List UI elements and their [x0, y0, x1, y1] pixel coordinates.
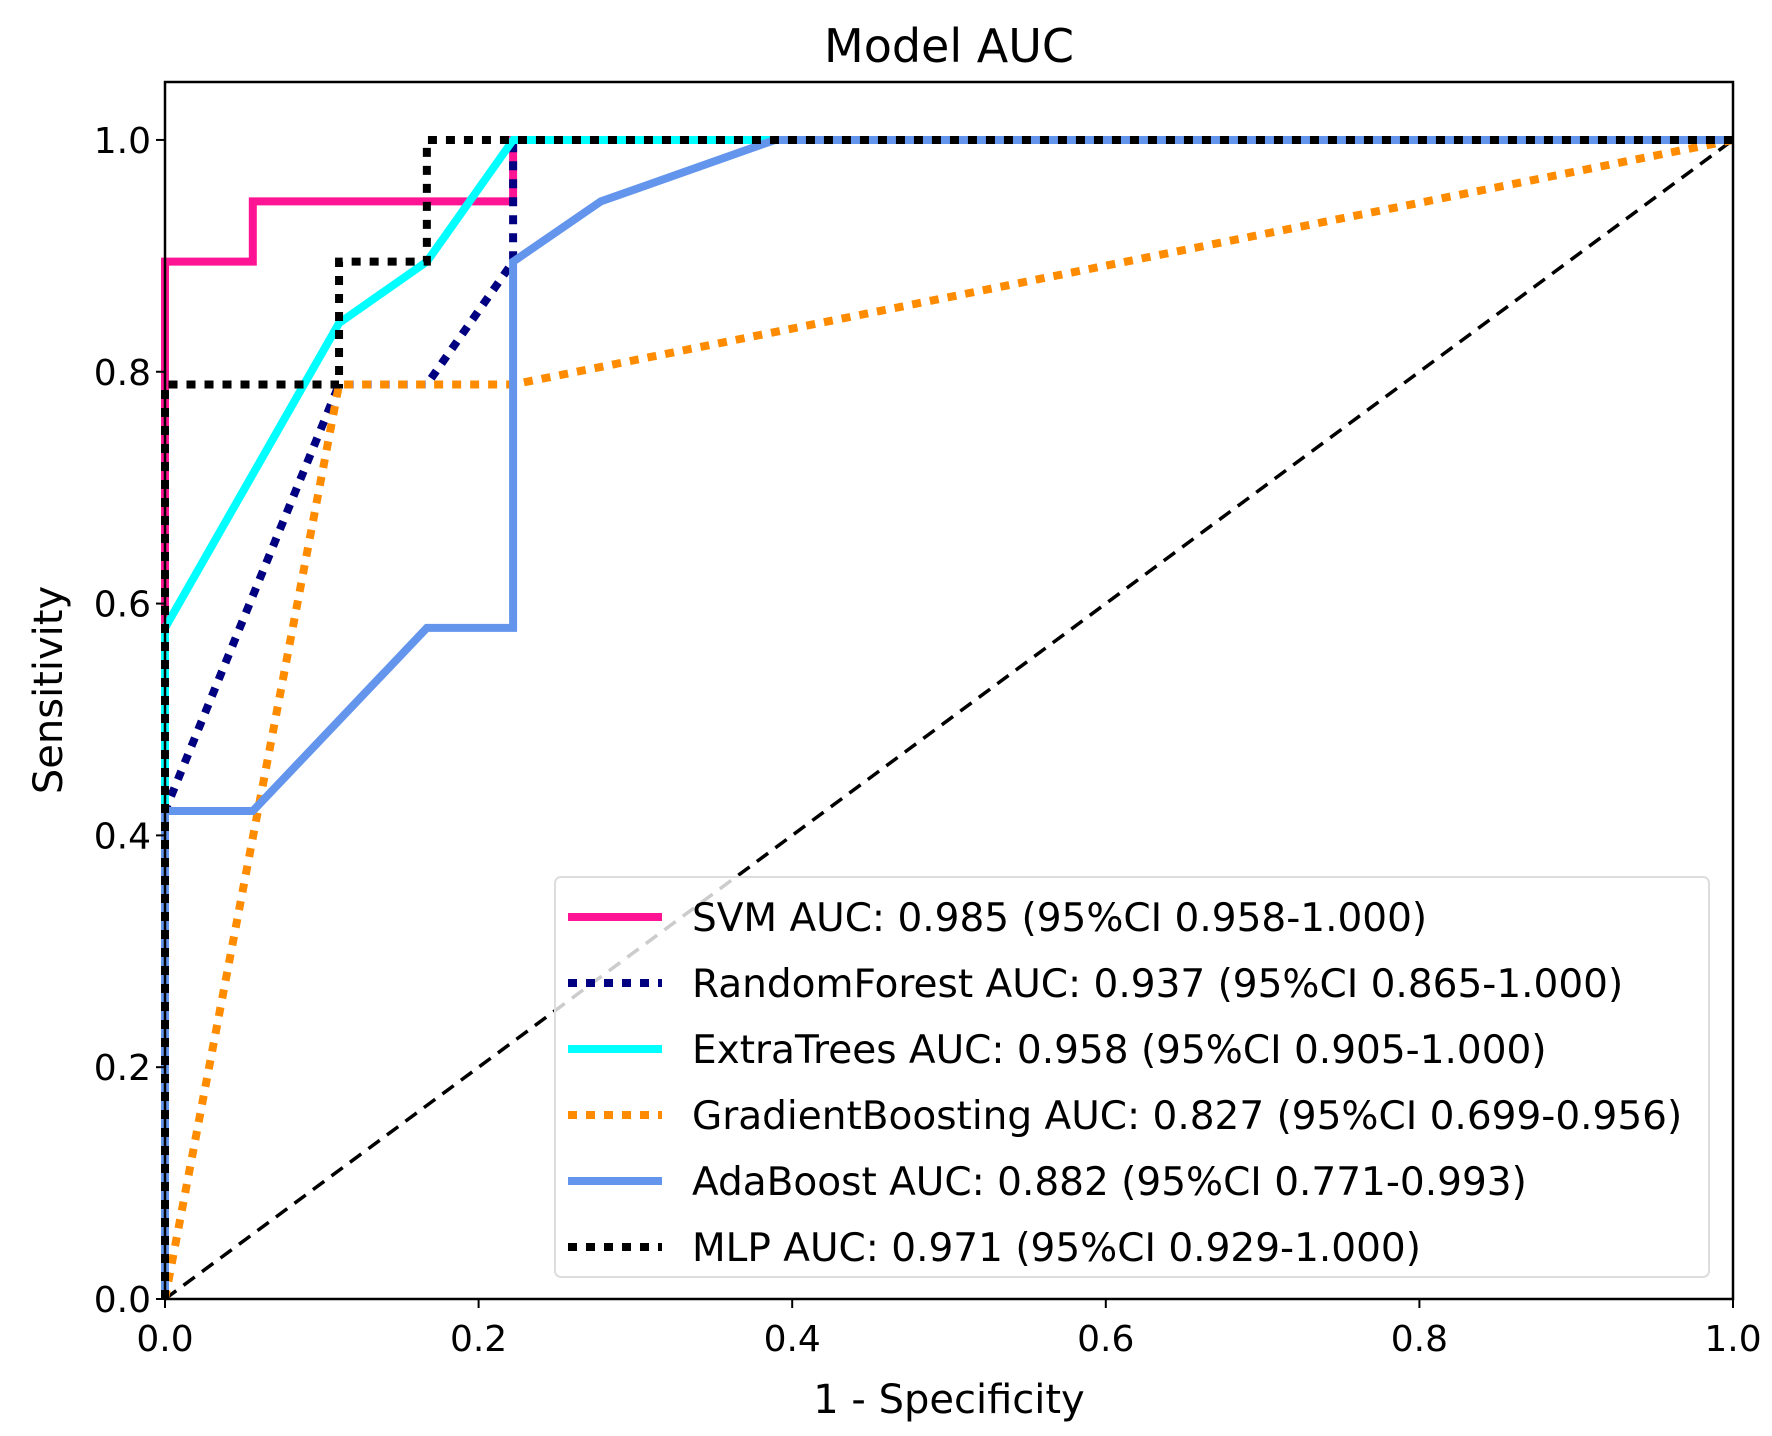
x-tick-label: 0.0	[136, 1319, 193, 1360]
legend: SVM AUC: 0.985 (95%CI 0.958-1.000) Random…	[554, 876, 1710, 1278]
y-tick-label: 0.4	[94, 816, 151, 857]
reference-diagonal-line	[163, 138, 1735, 1301]
y-tick-label: 0.2	[94, 1048, 151, 1089]
x-tick-label: 0.4	[764, 1319, 821, 1360]
y-axis-ticks: 0.0 0.2 0.4 0.6 0.8 1.0	[94, 121, 165, 1321]
y-tick-label: 0.0	[94, 1280, 151, 1321]
series-line-4	[161, 135, 1733, 1299]
x-tick-label: 0.8	[1391, 1319, 1448, 1360]
x-tick-label: 0.6	[1077, 1319, 1134, 1360]
legend-entry-0: SVM AUC: 0.985 (95%CI 0.958-1.000)	[692, 896, 1427, 941]
x-tick-label: 1.0	[1704, 1319, 1761, 1360]
legend-entry-1: RandomForest AUC: 0.937 (95%CI 0.865-1.0…	[692, 962, 1623, 1007]
x-tick-label: 0.2	[450, 1319, 507, 1360]
series-line-5	[161, 135, 1733, 1299]
legend-entry-5: MLP AUC: 0.971 (95%CI 0.929-1.000)	[692, 1226, 1421, 1271]
y-tick-label: 0.6	[94, 585, 151, 626]
x-axis-label: 1 - Specificity	[813, 1377, 1084, 1423]
chart-title: Model AUC	[824, 19, 1074, 73]
x-axis-ticks: 0.0 0.2 0.4 0.6 0.8 1.0	[136, 1299, 1762, 1360]
legend-entry-3: GradientBoosting AUC: 0.827 (95%CI 0.699…	[692, 1094, 1682, 1139]
legend-box	[554, 876, 1710, 1278]
y-axis-label: Sensitivity	[26, 586, 72, 794]
legend-entry-4: AdaBoost AUC: 0.882 (95%CI 0.771-0.993)	[692, 1160, 1527, 1205]
y-tick-label: 0.8	[94, 353, 151, 394]
legend-entry-2: ExtraTrees AUC: 0.958 (95%CI 0.905-1.000…	[692, 1028, 1547, 1073]
axes-frame	[163, 80, 1735, 1301]
y-tick-label: 1.0	[94, 121, 151, 162]
